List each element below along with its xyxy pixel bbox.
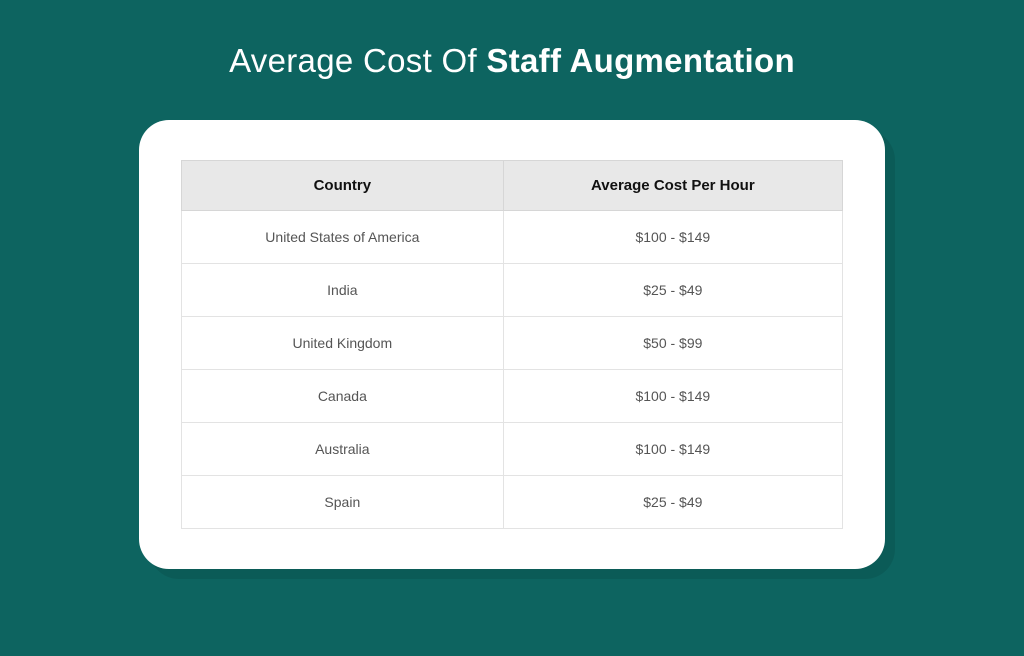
page-title: Average Cost Of Staff Augmentation — [0, 0, 1024, 80]
country-cell: Spain — [182, 476, 504, 529]
cost-table: Country Average Cost Per Hour United Sta… — [181, 160, 843, 529]
cost-cell: $50 - $99 — [503, 317, 842, 370]
table-header-row: Country Average Cost Per Hour — [182, 161, 843, 211]
column-header-country: Country — [182, 161, 504, 211]
title-strong: Staff Augmentation — [486, 42, 795, 79]
country-cell: United Kingdom — [182, 317, 504, 370]
cost-cell: $100 - $149 — [503, 423, 842, 476]
cost-cell: $100 - $149 — [503, 370, 842, 423]
table-row: United States of America $100 - $149 — [182, 211, 843, 264]
cost-cell: $25 - $49 — [503, 264, 842, 317]
country-cell: United States of America — [182, 211, 504, 264]
country-cell: India — [182, 264, 504, 317]
card: Country Average Cost Per Hour United Sta… — [139, 120, 885, 569]
country-cell: Australia — [182, 423, 504, 476]
cost-cell: $100 - $149 — [503, 211, 842, 264]
cost-cell: $25 - $49 — [503, 476, 842, 529]
country-cell: Canada — [182, 370, 504, 423]
table-row: India $25 - $49 — [182, 264, 843, 317]
table-row: Australia $100 - $149 — [182, 423, 843, 476]
table-row: United Kingdom $50 - $99 — [182, 317, 843, 370]
title-prefix: Average Cost Of — [229, 42, 486, 79]
table-row: Canada $100 - $149 — [182, 370, 843, 423]
column-header-cost: Average Cost Per Hour — [503, 161, 842, 211]
table-row: Spain $25 - $49 — [182, 476, 843, 529]
